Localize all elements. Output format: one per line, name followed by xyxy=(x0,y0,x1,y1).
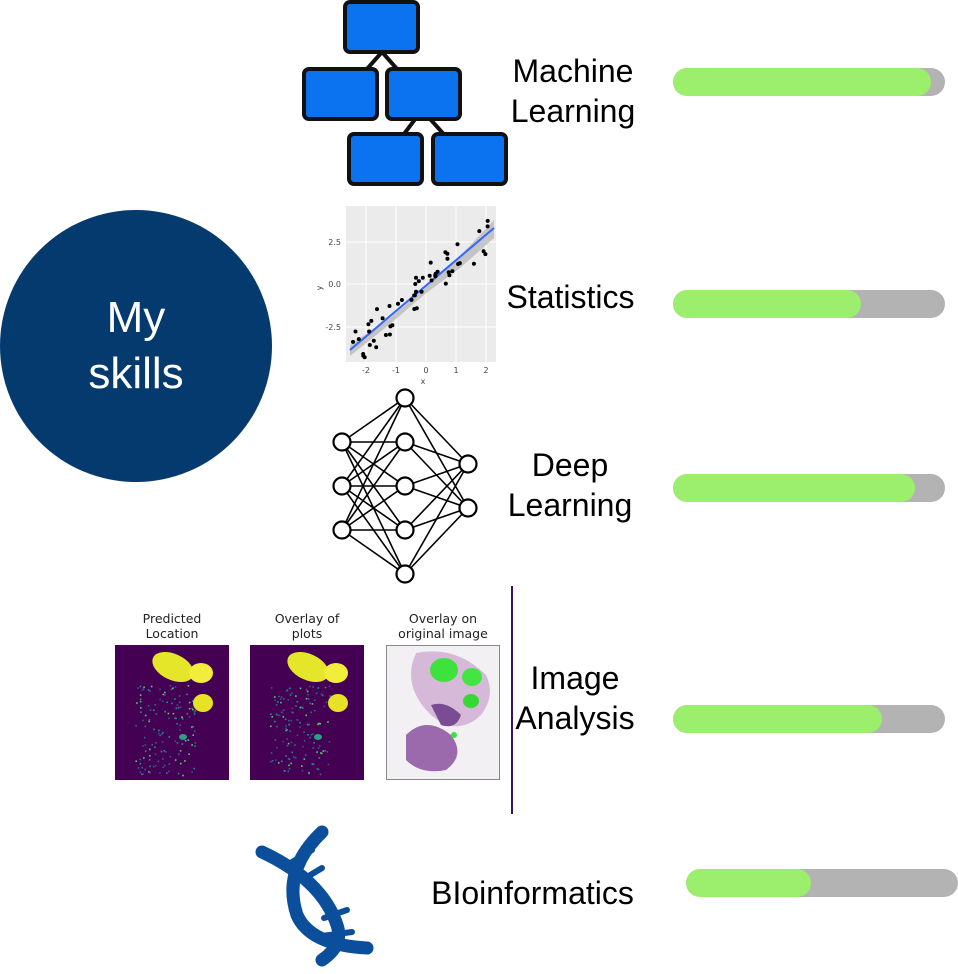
scatter-point xyxy=(443,281,448,286)
neuron-node xyxy=(395,564,415,584)
scatter-point xyxy=(435,269,440,274)
scatter-point xyxy=(485,224,490,229)
svg-text:2.5: 2.5 xyxy=(328,238,341,247)
scatter-point xyxy=(380,316,385,321)
scatter-point xyxy=(413,282,418,286)
scatter-point xyxy=(446,270,451,275)
scatter-point xyxy=(455,242,460,247)
image-panel-overlay-of-plots: Overlay of plots xyxy=(250,611,364,780)
scatter-point xyxy=(362,355,367,360)
image-panel-overlay-on-original: Overlay on original image xyxy=(386,611,500,780)
skill-label-image-analysis: Image Analysis xyxy=(515,660,635,736)
svg-text:-2.5: -2.5 xyxy=(325,323,341,332)
scatter-point xyxy=(388,324,393,329)
scatter-point xyxy=(445,256,450,261)
panel-title: Overlay of plots xyxy=(274,611,340,641)
scatter-point xyxy=(351,339,355,344)
neuron-node xyxy=(332,520,352,540)
scatter-point xyxy=(356,337,361,342)
skill-bar-fill-image-analysis xyxy=(673,705,883,733)
skill-bar-fill-deep-learning xyxy=(673,474,916,502)
svg-text:y: y xyxy=(315,285,324,290)
skill-bar-deep-learning xyxy=(673,474,945,502)
scatter-point xyxy=(456,262,461,266)
neuron-node xyxy=(458,454,478,474)
scatter-point xyxy=(353,329,358,334)
image-panel-predicted-location: Predicted Location xyxy=(115,611,229,780)
scatter-point xyxy=(396,301,400,306)
scatter-point xyxy=(483,252,488,257)
svg-text:2: 2 xyxy=(483,366,488,375)
overlay-image xyxy=(250,645,364,780)
scatter-point xyxy=(414,306,419,311)
skill-bar-fill-machine-learning xyxy=(673,68,932,96)
scatter-point xyxy=(429,278,434,283)
image-analysis-divider xyxy=(511,586,513,814)
scatter-point xyxy=(477,229,482,234)
scatter-point xyxy=(427,273,432,278)
scatter-point xyxy=(412,293,417,298)
heatmap-image xyxy=(115,645,229,780)
scatter-point xyxy=(375,307,379,312)
skill-bar-machine-learning xyxy=(673,68,945,96)
scatter-point xyxy=(369,318,374,323)
scatter-point xyxy=(445,251,450,256)
my-skills-circle: My skills xyxy=(0,210,272,482)
scatter-point xyxy=(416,279,421,284)
neuron-node xyxy=(332,432,352,452)
svg-text:1: 1 xyxy=(453,366,458,375)
svg-text:-2: -2 xyxy=(362,366,370,375)
scatter-point xyxy=(419,289,424,294)
scatter-point xyxy=(399,298,404,302)
skill-bar-fill-bioinformatics xyxy=(686,869,812,897)
title-line-2: skills xyxy=(88,349,184,398)
scatter-point xyxy=(374,345,379,350)
svg-text:x: x xyxy=(421,377,426,386)
skill-bar-image-analysis xyxy=(673,705,945,733)
scatter-point xyxy=(367,343,372,347)
skill-label-deep-learning: Deep Learning xyxy=(507,447,633,523)
scatter-point xyxy=(447,273,452,278)
scatter-point xyxy=(371,338,376,343)
skill-bar-fill-statistics xyxy=(673,290,861,318)
panel-title: Overlay on original image xyxy=(398,611,488,641)
neuron-node xyxy=(395,388,415,408)
skill-label-bioinformatics: BIoinformatics xyxy=(431,875,634,911)
neuron-node xyxy=(458,498,478,518)
scatter-point xyxy=(409,297,414,302)
scatter-point xyxy=(433,274,438,279)
scatter-point xyxy=(471,261,476,266)
neuron-node xyxy=(395,432,415,452)
neuron-node xyxy=(395,476,415,496)
svg-text:-1: -1 xyxy=(392,366,400,375)
scatter-point xyxy=(383,333,388,337)
scatter-point xyxy=(450,269,455,274)
skill-label-statistics: Statistics xyxy=(506,279,635,315)
scatter-point xyxy=(414,275,418,280)
neuron-node xyxy=(395,520,415,540)
skill-bar-statistics xyxy=(673,290,945,318)
tissue-image xyxy=(386,645,500,780)
panel-title: Predicted Location xyxy=(142,611,202,641)
dna-icon xyxy=(255,825,374,967)
skill-label-machine-learning: Machine Learning xyxy=(510,53,636,129)
svg-text:0.0: 0.0 xyxy=(328,280,341,289)
neuron-node xyxy=(332,476,352,496)
scatter-point xyxy=(387,332,392,337)
scatter-regression-icon: 2.5 0.0 -2.5 -2 -1 0 1 2 x y xyxy=(315,206,496,386)
scatter-point xyxy=(485,218,490,223)
scatter-point xyxy=(481,249,486,254)
scatter-point xyxy=(420,275,425,280)
scatter-point xyxy=(387,304,392,308)
decision-tree-icon xyxy=(302,0,508,186)
neural-network-icon xyxy=(332,388,478,584)
scatter-point xyxy=(366,322,371,327)
scatter-point xyxy=(414,289,418,294)
scatter-point xyxy=(367,329,372,334)
my-skills-title: My skills xyxy=(88,290,183,402)
skill-bar-bioinformatics xyxy=(686,869,958,897)
title-line-1: My xyxy=(106,293,166,342)
svg-text:0: 0 xyxy=(423,366,428,375)
scatter-point xyxy=(428,260,433,265)
